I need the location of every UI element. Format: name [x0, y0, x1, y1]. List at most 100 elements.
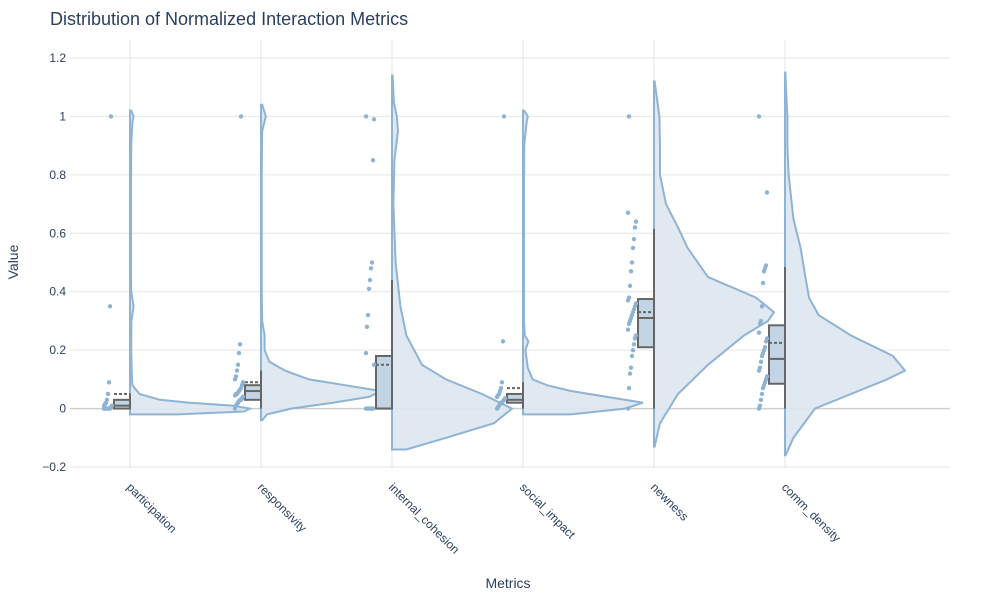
data-point	[234, 368, 240, 373]
box-iqr	[506, 392, 524, 404]
data-point	[758, 318, 764, 324]
data-point	[500, 339, 506, 344]
violin-shape	[391, 74, 514, 451]
plot-area	[101, 71, 907, 457]
data-point	[629, 353, 635, 359]
data-point	[109, 403, 115, 408]
data-point	[631, 342, 637, 347]
data-point	[236, 350, 242, 356]
data-point	[628, 269, 634, 274]
data-point	[626, 385, 632, 391]
data-point	[104, 397, 110, 403]
data-point	[627, 371, 633, 376]
violin-group-social-impact	[494, 109, 644, 416]
data-point	[366, 286, 372, 291]
box-iqr	[244, 384, 262, 401]
data-point	[632, 225, 638, 230]
x-tick-label: participation	[124, 480, 180, 536]
box-iqr	[768, 324, 786, 385]
x-tick-label: internal_cohesion	[386, 480, 462, 556]
y-tick-label: 1.2	[49, 51, 66, 65]
x-tick-label: newness	[648, 480, 691, 523]
data-point	[368, 266, 374, 271]
data-point	[764, 374, 770, 379]
data-point	[633, 333, 639, 338]
data-point	[363, 350, 369, 356]
violin-shape	[260, 103, 385, 422]
data-point	[106, 380, 112, 385]
data-point	[756, 114, 762, 119]
x-axis-title: Metrics	[485, 575, 530, 591]
data-point	[633, 301, 639, 306]
violin-shape	[522, 109, 644, 416]
data-point	[758, 397, 764, 403]
chart-title: Distribution of Normalized Interaction M…	[50, 9, 408, 29]
data-point	[627, 283, 633, 289]
violin-shape	[653, 80, 776, 448]
data-point	[367, 277, 373, 283]
violin-group-participation	[101, 109, 254, 416]
data-point	[764, 190, 770, 195]
data-point	[238, 114, 244, 119]
data-point	[759, 391, 765, 397]
y-tick-label: 0.6	[49, 226, 66, 240]
y-axis-title: Value	[5, 244, 21, 279]
box-iqr	[637, 298, 655, 349]
y-axis-ticks: −0.2 0 0.2 0.4 0.6 0.8 1 1.2	[42, 51, 66, 474]
y-tick-label: 0.4	[49, 285, 66, 299]
x-tick-label: responsivity	[255, 480, 310, 535]
x-tick-label: social_impact	[517, 480, 579, 542]
violin-group-newness	[625, 80, 776, 448]
violin-shape	[784, 71, 907, 457]
data-point	[629, 260, 635, 265]
data-point	[240, 380, 246, 385]
y-tick-label: 0.8	[49, 168, 66, 182]
data-point	[502, 396, 508, 401]
data-point	[759, 304, 765, 309]
data-point	[756, 330, 762, 335]
data-point	[631, 236, 637, 242]
data-point	[633, 219, 639, 224]
data-point	[757, 403, 763, 408]
data-point	[363, 114, 369, 119]
data-point	[107, 304, 113, 309]
data-point	[626, 114, 632, 119]
data-point	[757, 365, 763, 370]
y-tick-label: −0.2	[42, 460, 66, 474]
data-point	[764, 336, 770, 341]
data-point	[625, 406, 631, 411]
data-point	[760, 280, 766, 286]
violin-shape	[129, 109, 254, 416]
data-point	[630, 347, 636, 353]
data-point	[105, 391, 111, 397]
y-tick-label: 1	[59, 109, 66, 123]
data-point	[626, 295, 632, 300]
data-point	[237, 342, 243, 347]
data-point	[758, 359, 764, 365]
data-point	[235, 362, 241, 367]
x-tick-label: comm_density	[779, 480, 844, 545]
violin-group-internal-cohesion	[363, 74, 514, 451]
data-point	[108, 114, 114, 119]
data-point	[370, 158, 376, 163]
box-iqr	[113, 398, 131, 410]
data-point	[762, 345, 768, 350]
data-point	[371, 362, 377, 367]
data-point	[233, 374, 239, 379]
data-point	[628, 365, 634, 370]
data-point	[370, 406, 376, 411]
violin-group-comm-density	[756, 71, 907, 457]
data-point	[630, 245, 636, 251]
data-point	[499, 380, 505, 385]
data-point	[364, 324, 370, 329]
x-axis-ticks: participation responsivity internal_cohesi…	[124, 480, 844, 556]
y-tick-label: 0	[59, 402, 66, 416]
data-point	[763, 263, 769, 268]
data-point	[625, 210, 631, 216]
data-point	[240, 394, 246, 400]
data-point	[369, 260, 375, 265]
violin-group-responsivity	[232, 103, 385, 422]
data-point	[371, 117, 377, 122]
data-point	[501, 114, 507, 119]
